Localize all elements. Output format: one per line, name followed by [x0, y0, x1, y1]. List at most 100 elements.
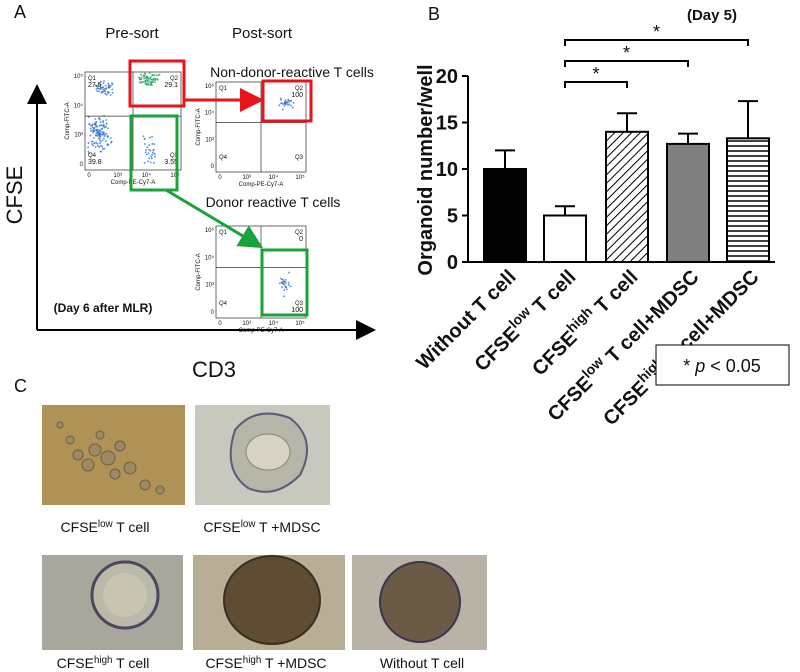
photo-caption: Without T cell: [380, 655, 464, 671]
event-dot: [105, 87, 108, 89]
event-dot: [99, 139, 101, 141]
event-dot: [148, 144, 151, 147]
event-dot: [104, 84, 107, 87]
annotation: Non-donor-reactive T cells: [210, 64, 374, 80]
event-dot: [144, 82, 147, 85]
x-tick-label: 0: [87, 173, 91, 179]
event-dot: [143, 77, 145, 80]
event-dot: [143, 75, 145, 78]
event-dot: [103, 137, 105, 140]
event-dot: [95, 84, 98, 87]
event-dot: [110, 84, 112, 87]
event-dot: [151, 84, 153, 86]
x-tick-label: 10⁵: [295, 174, 305, 181]
event-dot: [104, 133, 107, 136]
x-axis-label: Comp-PE-Cy7-A: [239, 182, 284, 188]
event-dot: [99, 84, 102, 87]
quadrant-name: Q3: [295, 155, 304, 161]
photo-caption: CFSElow T cell: [61, 519, 150, 536]
event-dot: [87, 146, 89, 149]
event-dot: [92, 144, 95, 147]
panel-label: B: [428, 4, 440, 24]
gate-box: [129, 114, 179, 192]
event-dot: [290, 100, 292, 103]
event-dot: [95, 88, 98, 90]
event-dot: [158, 73, 161, 76]
event-dot: [95, 125, 98, 128]
event-dot: [284, 100, 287, 103]
event-dot: [144, 151, 147, 154]
event-dot: [105, 122, 108, 125]
event-dot: [111, 91, 114, 94]
photo: [42, 555, 183, 650]
event-dot: [284, 285, 287, 288]
y-tick-label: 10⁵: [205, 83, 215, 90]
event-dot: [92, 130, 95, 133]
event-dot: [137, 76, 140, 79]
event-dot: [97, 129, 100, 132]
event-dot: [100, 150, 103, 153]
y-axis-label: CFSE: [2, 166, 27, 225]
event-dot: [151, 81, 154, 84]
event-dot: [151, 78, 154, 81]
photo-caption: CFSEhigh T cell: [57, 655, 150, 672]
event-dot: [108, 86, 111, 88]
event-dot: [286, 100, 289, 103]
event-dot: [99, 132, 102, 135]
quadrant-name: Q4: [219, 155, 228, 161]
event-dot: [103, 80, 105, 82]
event-dot: [111, 82, 113, 84]
event-dot: [101, 148, 104, 150]
event-dot: [151, 151, 154, 154]
event-dot: [94, 146, 97, 148]
event-dot: [99, 142, 101, 145]
significance-bracket: [564, 39, 749, 46]
event-dot: [97, 130, 99, 133]
y-tick-label: 0: [447, 252, 458, 274]
x-tick-label: Without T cell: [412, 266, 520, 374]
quadrant-name: Q1: [88, 76, 97, 82]
event-dot: [285, 282, 287, 284]
event-dot: [101, 133, 104, 136]
event-dot: [292, 102, 295, 104]
event-dot: [103, 147, 106, 150]
event-dot: [98, 90, 100, 93]
event-dot: [105, 93, 108, 96]
event-dot: [88, 152, 91, 155]
event-dot: [108, 91, 110, 94]
event-dot: [281, 282, 284, 285]
event-dot: [105, 119, 108, 121]
event-dot: [153, 152, 156, 155]
event-dot: [149, 83, 152, 86]
event-dot: [106, 136, 109, 138]
panel-label: A: [14, 2, 26, 22]
quadrant-name: Q4: [219, 301, 228, 307]
event-dot: [97, 83, 100, 86]
event-dot: [144, 80, 147, 83]
event-dot: [107, 82, 110, 85]
event-dot: [107, 127, 109, 130]
y-tick-label: 5: [447, 206, 458, 228]
event-dot: [282, 278, 285, 281]
bar: [726, 137, 770, 263]
event-dot: [279, 97, 282, 100]
event-dot: [99, 135, 102, 138]
event-dot: [153, 77, 156, 80]
gate-box: [260, 248, 309, 317]
event-dot: [150, 157, 153, 160]
event-dot: [95, 141, 98, 144]
x-tick-label: 0: [218, 175, 222, 181]
quadrant-value: 27.5: [88, 82, 102, 89]
event-dot: [147, 152, 150, 155]
significance-label: *: [592, 64, 599, 84]
x-axis-label: Comp-PE-Cy7-A: [111, 180, 156, 186]
photo: [195, 405, 330, 505]
event-dot: [109, 137, 112, 140]
event-dot: [286, 288, 288, 291]
event-dot: [140, 81, 143, 84]
event-dot: [291, 106, 294, 109]
event-dot: [149, 78, 152, 80]
bar: [483, 168, 527, 263]
quadrant-value: 29.1: [164, 82, 178, 89]
